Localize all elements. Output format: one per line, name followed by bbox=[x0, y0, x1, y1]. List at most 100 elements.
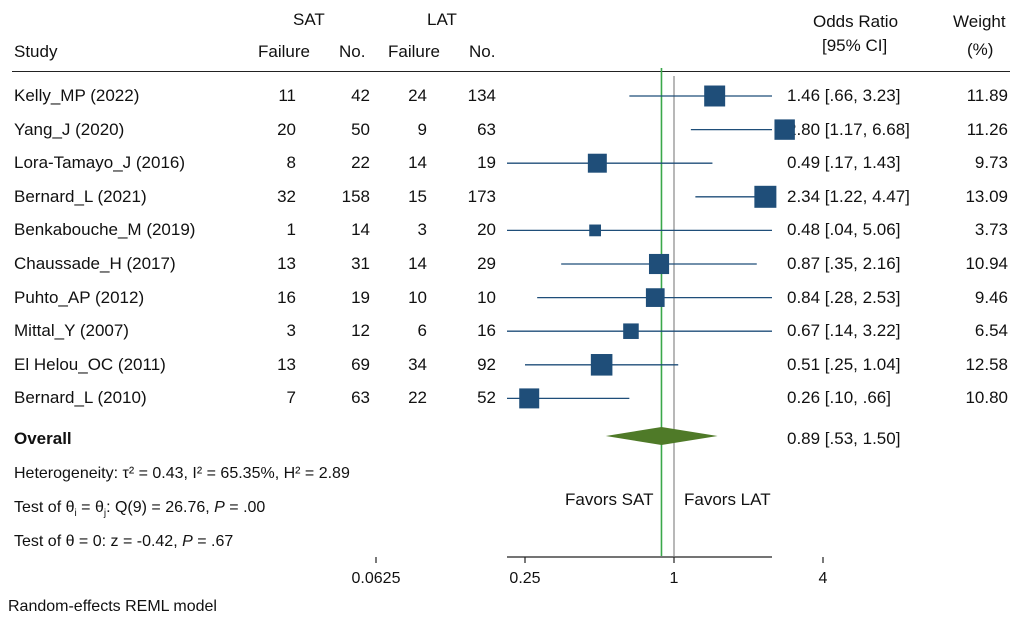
study-name: Yang_J (2020) bbox=[14, 119, 125, 139]
odds-ratio-header: Odds Ratio bbox=[813, 12, 899, 31]
lat-failure-value: 34 bbox=[408, 354, 427, 374]
weight-value: 6.54 bbox=[974, 321, 1008, 341]
sat-failure-value: 32 bbox=[277, 186, 296, 206]
model-footnote: Random-effects REML model bbox=[8, 598, 217, 615]
lat-failure-value: 22 bbox=[408, 388, 427, 408]
study-name: Benkabouche_M (2019) bbox=[14, 220, 196, 240]
weight-value: 9.73 bbox=[974, 153, 1008, 173]
study-name: Kelly_MP (2022) bbox=[14, 86, 140, 105]
lat-header: LAT bbox=[427, 10, 457, 29]
lat-failure-value: 24 bbox=[408, 86, 427, 105]
sat-failure-value: 8 bbox=[286, 153, 296, 173]
sat-no-value: 69 bbox=[351, 354, 370, 374]
header-divider bbox=[12, 71, 1010, 72]
sat-failure-value: 13 bbox=[277, 254, 296, 273]
or-ci-value: 0.67 [.14, 3.22] bbox=[787, 321, 901, 341]
study-marker bbox=[754, 185, 777, 208]
sat-failure-value: 16 bbox=[277, 287, 296, 307]
weight-unit-header: (%) bbox=[967, 40, 994, 59]
test-theta-text: Test of θi = θj: Q(9) = 26.76, P = .00 bbox=[14, 499, 266, 520]
overall-or-text: 0.89 [.53, 1.50] bbox=[787, 429, 901, 448]
or-ci-value: 2.80 [1.17, 6.68] bbox=[787, 119, 910, 139]
lat-no-value: 19 bbox=[477, 153, 496, 173]
study-marker bbox=[590, 354, 613, 376]
weight-value: 10.94 bbox=[965, 254, 1008, 273]
study-marker bbox=[519, 388, 540, 409]
weight-value: 11.89 bbox=[966, 86, 1008, 105]
lat-failure-value: 15 bbox=[408, 186, 427, 206]
weight-value: 9.46 bbox=[974, 287, 1008, 307]
favors-left-label: Favors SAT bbox=[565, 490, 654, 509]
x-tick-label: 0.25 bbox=[509, 570, 540, 587]
weight-header: Weight bbox=[953, 12, 1006, 31]
or-ci-value: 0.87 [.35, 2.16] bbox=[787, 254, 901, 273]
lat-no-header: No. bbox=[469, 42, 496, 61]
lat-failure-value: 14 bbox=[408, 153, 427, 173]
lat-failure-value: 10 bbox=[408, 287, 427, 307]
study-marker bbox=[774, 119, 795, 140]
study-name: Puhto_AP (2012) bbox=[14, 287, 145, 307]
lat-failure-header: Failure bbox=[388, 42, 440, 61]
sat-failure-value: 7 bbox=[286, 388, 296, 408]
sat-no-value: 31 bbox=[351, 254, 370, 273]
ci-header: [95% CI] bbox=[822, 36, 888, 55]
weight-value: 11.26 bbox=[966, 119, 1008, 139]
overall-diamond bbox=[605, 427, 718, 445]
study-name: Mittal_Y (2007) bbox=[14, 321, 129, 341]
sat-no-value: 12 bbox=[351, 321, 370, 341]
x-tick-label: 0.0625 bbox=[352, 570, 401, 587]
sat-failure-value: 11 bbox=[278, 86, 296, 105]
heterogeneity-text: Heterogeneity: τ² = 0.43, I² = 65.35%, H… bbox=[14, 465, 350, 482]
lat-no-value: 173 bbox=[467, 186, 496, 206]
sat-failure-header: Failure bbox=[258, 42, 310, 61]
study-name: Chaussade_H (2017) bbox=[14, 254, 176, 273]
lat-no-value: 16 bbox=[477, 321, 496, 341]
weight-value: 10.80 bbox=[965, 388, 1008, 408]
lat-no-value: 10 bbox=[477, 287, 496, 307]
study-marker bbox=[648, 253, 670, 275]
lat-no-value: 29 bbox=[477, 254, 496, 273]
study-name: El Helou_OC (2011) bbox=[14, 354, 166, 374]
or-ci-value: 0.26 [.10, .66] bbox=[787, 388, 891, 408]
sat-no-value: 22 bbox=[351, 153, 370, 173]
sat-no-header: No. bbox=[339, 42, 366, 61]
sat-failure-value: 3 bbox=[286, 321, 296, 341]
study-marker bbox=[645, 288, 665, 307]
sat-no-value: 19 bbox=[351, 287, 370, 307]
x-tick-label: 1 bbox=[670, 570, 679, 587]
weight-value: 13.09 bbox=[965, 186, 1008, 206]
study-marker bbox=[704, 85, 726, 107]
overall-label: Overall bbox=[14, 429, 72, 448]
study-marker bbox=[589, 224, 601, 237]
sat-no-value: 63 bbox=[351, 388, 370, 408]
sat-failure-value: 1 bbox=[286, 220, 296, 240]
or-ci-value: 0.48 [.04, 5.06] bbox=[787, 220, 901, 240]
study-name: Bernard_L (2021) bbox=[14, 186, 147, 206]
or-ci-value: 0.84 [.28, 2.53] bbox=[787, 287, 901, 307]
sat-no-value: 158 bbox=[341, 186, 370, 206]
sat-header: SAT bbox=[293, 10, 325, 29]
favors-right-label: Favors LAT bbox=[684, 490, 771, 509]
lat-no-value: 20 bbox=[477, 220, 496, 240]
study-name: Lora-Tamayo_J (2016) bbox=[14, 153, 186, 173]
sat-failure-value: 20 bbox=[277, 119, 296, 139]
lat-failure-value: 3 bbox=[417, 220, 427, 240]
test-zero-text: Test of θ = 0: z = -0.42, P = .67 bbox=[14, 533, 234, 550]
or-ci-value: 1.46 [.66, 3.23] bbox=[787, 86, 901, 105]
weight-value: 3.73 bbox=[974, 220, 1008, 240]
study-marker bbox=[587, 153, 607, 173]
or-ci-value: 2.34 [1.22, 4.47] bbox=[787, 186, 910, 206]
or-ci-value: 0.51 [.25, 1.04] bbox=[787, 354, 901, 374]
or-ci-value: 0.49 [.17, 1.43] bbox=[787, 153, 901, 173]
sat-no-value: 50 bbox=[351, 119, 370, 139]
x-tick-label: 4 bbox=[819, 570, 828, 587]
lat-failure-value: 6 bbox=[417, 321, 427, 341]
lat-no-value: 63 bbox=[477, 119, 496, 139]
sat-no-value: 42 bbox=[351, 86, 370, 105]
weight-value: 12.58 bbox=[965, 354, 1008, 374]
lat-no-value: 92 bbox=[477, 354, 496, 374]
lat-no-value: 134 bbox=[467, 86, 496, 105]
lat-failure-value: 14 bbox=[408, 254, 427, 273]
study-column-header: Study bbox=[14, 42, 58, 61]
